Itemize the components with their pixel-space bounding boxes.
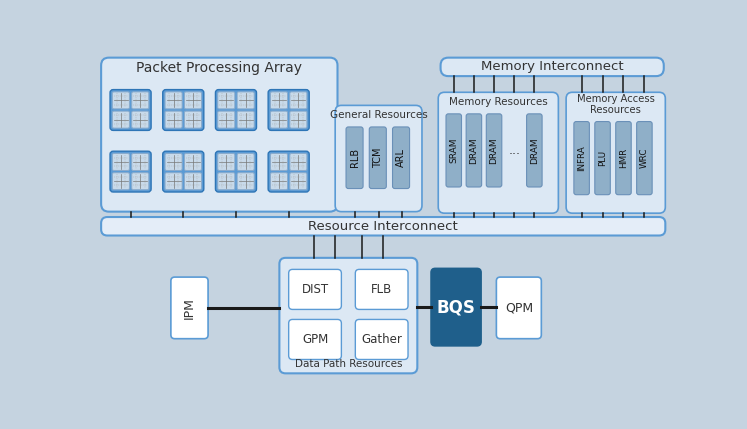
FancyBboxPatch shape [237,92,254,109]
FancyBboxPatch shape [185,111,202,128]
FancyBboxPatch shape [101,217,666,236]
FancyBboxPatch shape [438,92,558,213]
FancyBboxPatch shape [110,90,151,130]
FancyBboxPatch shape [163,151,204,192]
Text: PLU: PLU [598,150,607,166]
FancyBboxPatch shape [446,114,462,187]
Text: DRAM: DRAM [469,137,478,164]
FancyBboxPatch shape [392,127,409,188]
FancyBboxPatch shape [185,92,202,109]
Text: SRAM: SRAM [449,138,458,163]
FancyBboxPatch shape [574,121,589,195]
FancyBboxPatch shape [616,121,631,195]
FancyBboxPatch shape [165,92,182,109]
FancyBboxPatch shape [290,173,307,190]
Text: ...: ... [508,144,520,157]
Text: WRC: WRC [640,148,649,168]
FancyBboxPatch shape [335,106,422,211]
FancyBboxPatch shape [369,127,386,188]
FancyBboxPatch shape [527,114,542,187]
FancyBboxPatch shape [290,92,307,109]
Text: DRAM: DRAM [530,137,539,164]
FancyBboxPatch shape [218,173,235,190]
FancyBboxPatch shape [356,320,408,360]
FancyBboxPatch shape [270,92,288,109]
FancyBboxPatch shape [290,154,307,170]
FancyBboxPatch shape [101,57,338,211]
Text: BQS: BQS [437,298,476,316]
FancyBboxPatch shape [215,90,256,130]
Text: Packet Processing Array: Packet Processing Array [136,60,303,75]
FancyBboxPatch shape [290,111,307,128]
Text: QPM: QPM [505,302,533,314]
FancyBboxPatch shape [441,57,664,76]
Text: Memory Resources: Memory Resources [449,97,548,107]
FancyBboxPatch shape [165,111,182,128]
Text: Resource Interconnect: Resource Interconnect [309,220,458,233]
Text: DRAM: DRAM [489,137,498,164]
FancyBboxPatch shape [288,320,341,360]
Text: FLB: FLB [371,283,392,296]
Text: DIST: DIST [302,283,329,296]
FancyBboxPatch shape [237,154,254,170]
Text: General Resources: General Resources [329,110,427,121]
FancyBboxPatch shape [270,173,288,190]
Text: ARL: ARL [396,148,406,167]
Text: Data Path Resources: Data Path Resources [294,359,402,369]
FancyBboxPatch shape [288,269,341,309]
FancyBboxPatch shape [431,269,481,346]
FancyBboxPatch shape [112,111,129,128]
FancyBboxPatch shape [185,173,202,190]
FancyBboxPatch shape [218,111,235,128]
FancyBboxPatch shape [218,154,235,170]
FancyBboxPatch shape [486,114,502,187]
FancyBboxPatch shape [346,127,363,188]
FancyBboxPatch shape [356,269,408,309]
FancyBboxPatch shape [237,173,254,190]
FancyBboxPatch shape [112,92,129,109]
FancyBboxPatch shape [165,173,182,190]
FancyBboxPatch shape [163,90,204,130]
FancyBboxPatch shape [131,92,149,109]
FancyBboxPatch shape [131,111,149,128]
FancyBboxPatch shape [131,173,149,190]
FancyBboxPatch shape [215,151,256,192]
FancyBboxPatch shape [185,154,202,170]
FancyBboxPatch shape [496,277,542,338]
FancyBboxPatch shape [237,111,254,128]
FancyBboxPatch shape [268,151,309,192]
Text: INFRA: INFRA [577,145,586,171]
Text: HMR: HMR [619,148,628,168]
Text: RLB: RLB [350,148,359,167]
FancyBboxPatch shape [165,154,182,170]
FancyBboxPatch shape [112,154,129,170]
Text: TCM: TCM [373,148,382,168]
FancyBboxPatch shape [268,90,309,130]
FancyBboxPatch shape [218,92,235,109]
Text: IPM: IPM [183,297,196,319]
FancyBboxPatch shape [112,173,129,190]
FancyBboxPatch shape [279,258,418,373]
FancyBboxPatch shape [636,121,652,195]
FancyBboxPatch shape [270,111,288,128]
FancyBboxPatch shape [466,114,482,187]
FancyBboxPatch shape [131,154,149,170]
Text: Memory Access
Resources: Memory Access Resources [577,94,654,115]
FancyBboxPatch shape [270,154,288,170]
Text: Gather: Gather [362,333,402,346]
FancyBboxPatch shape [566,92,666,213]
Text: GPM: GPM [302,333,328,346]
FancyBboxPatch shape [595,121,610,195]
FancyBboxPatch shape [110,151,151,192]
Text: Memory Interconnect: Memory Interconnect [481,60,624,73]
FancyBboxPatch shape [171,277,208,338]
